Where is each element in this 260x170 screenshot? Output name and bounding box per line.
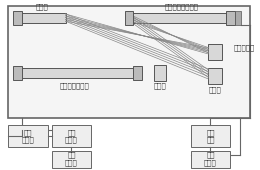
Text: 主控
计算机: 主控 计算机 bbox=[65, 152, 78, 166]
Bar bbox=[125, 11, 133, 25]
Text: 波前传感器: 波前传感器 bbox=[233, 45, 255, 51]
Bar bbox=[129, 13, 226, 23]
Bar bbox=[8, 6, 250, 118]
Text: 室内信标平行光管: 室内信标平行光管 bbox=[165, 3, 199, 10]
Bar bbox=[8, 125, 48, 147]
Bar bbox=[133, 66, 142, 80]
Bar bbox=[226, 11, 235, 25]
Bar bbox=[154, 65, 166, 81]
Bar bbox=[209, 44, 222, 60]
Text: 高速
处理机: 高速 处理机 bbox=[65, 129, 78, 143]
Text: 变形镜: 变形镜 bbox=[209, 86, 222, 93]
Bar bbox=[52, 151, 91, 168]
Bar bbox=[235, 11, 241, 25]
Bar bbox=[191, 151, 230, 168]
Text: 主激光平行光管: 主激光平行光管 bbox=[60, 82, 89, 89]
Text: 输射镜: 输射镜 bbox=[35, 3, 48, 10]
Text: 分光镜: 分光镜 bbox=[153, 82, 166, 89]
Bar bbox=[13, 66, 22, 80]
Bar bbox=[191, 125, 230, 147]
Bar bbox=[52, 125, 91, 147]
Text: 三维
显示: 三维 显示 bbox=[206, 129, 215, 143]
Bar bbox=[13, 11, 22, 25]
Text: 诊断
计算机: 诊断 计算机 bbox=[204, 152, 217, 166]
Bar bbox=[18, 13, 66, 23]
Bar bbox=[209, 68, 222, 84]
Text: 高压
放大器: 高压 放大器 bbox=[21, 129, 34, 143]
Bar bbox=[18, 68, 135, 78]
